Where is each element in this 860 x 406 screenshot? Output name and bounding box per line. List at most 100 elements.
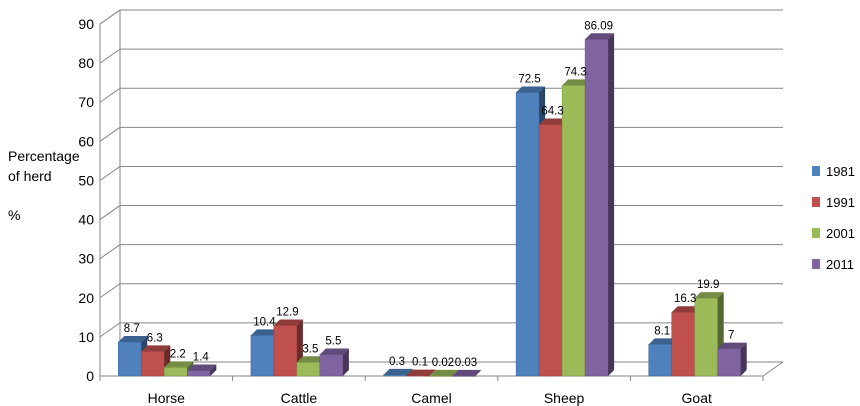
bar bbox=[648, 344, 672, 377]
data-label: 16.3 bbox=[674, 293, 696, 305]
bar-top bbox=[319, 348, 349, 355]
bar-top bbox=[452, 369, 482, 376]
legend-label: 2011 bbox=[826, 256, 854, 272]
y-axis-label-line-3: % bbox=[8, 207, 21, 223]
bar-top bbox=[429, 369, 459, 376]
bar-top bbox=[562, 79, 592, 86]
bar-top bbox=[694, 292, 724, 299]
bar bbox=[406, 375, 430, 377]
legend-swatch bbox=[812, 259, 820, 269]
bar-top bbox=[671, 306, 701, 313]
data-labels: 8.7 6.3 2.2 1.4 10.412.9 3.5 5.5 0.3 0.1 0.02 0.03… bbox=[124, 20, 735, 369]
data-label: 0.1 bbox=[412, 357, 428, 369]
gridline bbox=[99, 126, 783, 142]
bar-top bbox=[539, 118, 569, 125]
gridline bbox=[99, 87, 783, 103]
x-tick-label: Horse bbox=[148, 390, 186, 406]
data-label: 5.5 bbox=[325, 335, 341, 347]
y-tick-label: 30 bbox=[78, 251, 94, 267]
y-tick-label: 10 bbox=[78, 329, 94, 345]
bar-top bbox=[187, 364, 217, 371]
bar-top bbox=[516, 86, 546, 93]
data-label: 1.4 bbox=[193, 352, 210, 364]
bar-side bbox=[475, 369, 482, 376]
bar bbox=[296, 362, 321, 377]
legend-label: 1991 bbox=[826, 194, 855, 210]
y-tick-label: 40 bbox=[78, 212, 94, 228]
data-label: 72.5 bbox=[518, 73, 540, 85]
bar bbox=[584, 39, 609, 377]
y-tick-label: 20 bbox=[78, 290, 94, 306]
bar bbox=[383, 374, 407, 377]
legend-label: 2001 bbox=[826, 225, 855, 241]
bar bbox=[273, 325, 298, 377]
bar-side bbox=[429, 369, 436, 376]
bar bbox=[187, 370, 211, 377]
bar-side bbox=[342, 348, 349, 376]
bar bbox=[694, 297, 718, 377]
y-tick-label: 70 bbox=[78, 94, 94, 110]
y-tick-label: 60 bbox=[78, 133, 94, 149]
data-label: 19.9 bbox=[697, 279, 719, 291]
bar bbox=[164, 367, 188, 377]
data-label: 64.3 bbox=[541, 106, 563, 118]
bar bbox=[515, 92, 540, 377]
bar bbox=[717, 348, 741, 377]
bar-top bbox=[250, 329, 280, 336]
bar-top bbox=[383, 368, 413, 375]
bar-side bbox=[740, 342, 747, 376]
gridline bbox=[99, 205, 783, 220]
bar-top bbox=[273, 319, 303, 326]
legend: 1981 1991 2001 2011 bbox=[812, 158, 860, 282]
bar bbox=[319, 354, 344, 377]
x-tick-label: Sheep bbox=[544, 390, 585, 406]
legend-label: 1981 bbox=[826, 163, 855, 179]
legend-swatch bbox=[812, 197, 820, 207]
bar bbox=[671, 311, 695, 377]
gridline bbox=[99, 48, 783, 64]
data-label: 0.3 bbox=[389, 356, 405, 368]
legend-item: 2011 bbox=[812, 251, 860, 277]
data-label: 0.03 bbox=[455, 357, 477, 369]
y-tick-label: 90 bbox=[78, 16, 94, 32]
data-label: 2.2 bbox=[170, 348, 186, 360]
x-tick-label: Goat bbox=[682, 390, 712, 406]
bar bbox=[452, 375, 476, 377]
bars bbox=[118, 33, 747, 377]
data-label: 12.9 bbox=[276, 307, 298, 319]
bar bbox=[141, 351, 165, 377]
bar-top bbox=[118, 335, 148, 342]
bar-side bbox=[210, 364, 217, 376]
y-axis-label-line-2: of herd bbox=[8, 168, 52, 184]
legend-item: 2001 bbox=[812, 220, 860, 246]
data-label: 8.7 bbox=[124, 323, 140, 335]
data-label: 3.5 bbox=[302, 343, 318, 355]
bar bbox=[561, 85, 586, 377]
top-depth-edge bbox=[99, 9, 121, 25]
bar-top bbox=[717, 342, 747, 349]
data-label: 10.4 bbox=[253, 316, 276, 328]
legend-swatch bbox=[812, 166, 820, 176]
bar-top bbox=[648, 338, 678, 345]
data-label: 74.3 bbox=[564, 66, 586, 78]
gridline bbox=[99, 9, 783, 25]
tick-labels: 0 10 20 30 40 50 60 70 80 90 Horse Cattle Camel Sheep… bbox=[78, 16, 712, 406]
data-label: 8.1 bbox=[654, 325, 670, 337]
bar-top bbox=[296, 356, 326, 363]
bar-top bbox=[164, 361, 194, 368]
bar-top bbox=[141, 345, 171, 352]
y-tick-label: 0 bbox=[86, 368, 94, 384]
legend-item: 1991 bbox=[812, 189, 860, 215]
floor-right-edge bbox=[762, 361, 784, 377]
data-label: 86.09 bbox=[584, 20, 613, 32]
bar bbox=[118, 341, 142, 377]
bar bbox=[538, 124, 563, 377]
legend-item: 1981 bbox=[812, 158, 860, 184]
bar bbox=[250, 335, 275, 377]
data-label: 0.02 bbox=[432, 357, 454, 369]
gridline bbox=[99, 244, 783, 260]
bar-top bbox=[406, 369, 436, 376]
data-label: 6.3 bbox=[147, 332, 163, 344]
x-tick-label: Cattle bbox=[281, 390, 318, 406]
